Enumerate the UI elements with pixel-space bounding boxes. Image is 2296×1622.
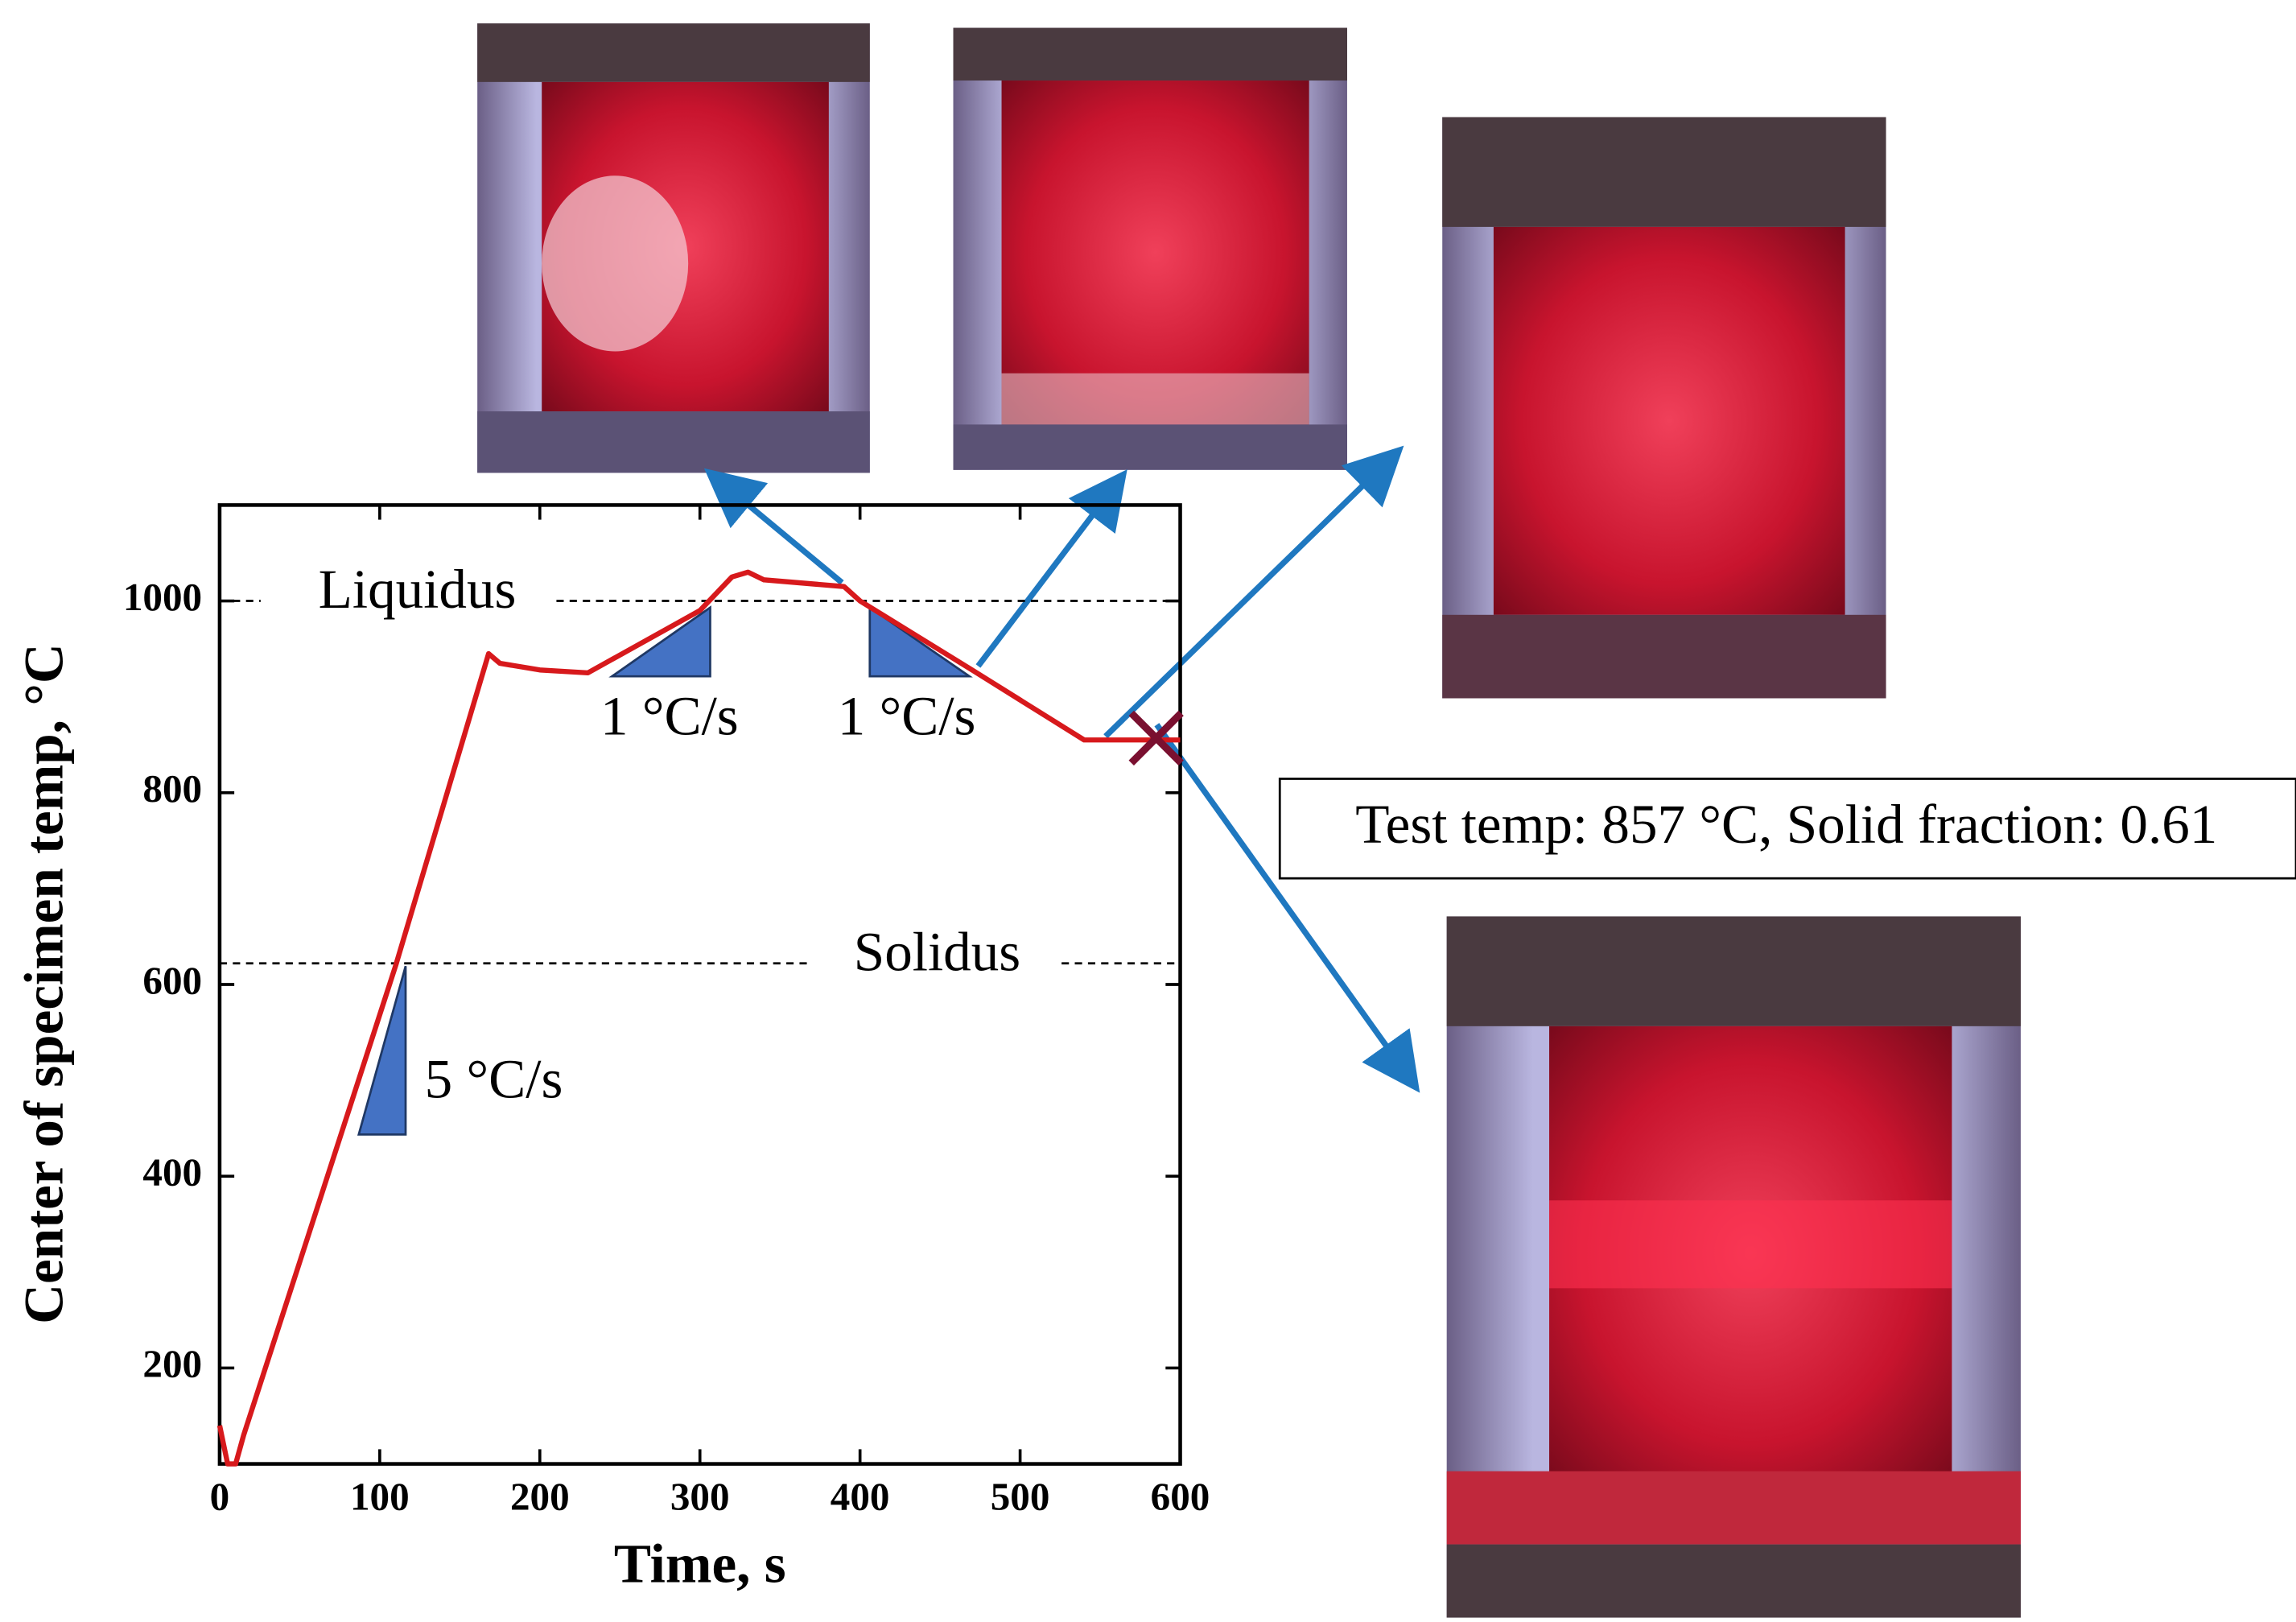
arrows bbox=[713, 454, 1413, 1083]
photo bbox=[477, 23, 870, 473]
reference-label: Solidus bbox=[854, 920, 1020, 982]
photo bbox=[954, 28, 1347, 470]
page: {"chart_data": {"type": "line", "xlabel"… bbox=[0, 0, 2296, 1622]
slope-label: 1 °C/s bbox=[600, 684, 739, 746]
y-tick-label: 400 bbox=[142, 1150, 202, 1195]
y-tick-label: 200 bbox=[142, 1342, 202, 1386]
x-tick-label: 0 bbox=[210, 1474, 230, 1518]
y-axis-title: Center of specimen temp, °C bbox=[13, 643, 75, 1324]
x-tick-label: 100 bbox=[350, 1474, 410, 1518]
figure: 1 °C/s 1 °C/s 5 °C/s Test temp: 857 °C, … bbox=[0, 0, 2296, 1622]
x-axis-title: Time, s bbox=[614, 1532, 786, 1594]
photo bbox=[1447, 916, 2021, 1617]
arrow bbox=[1106, 454, 1395, 737]
arrow bbox=[713, 476, 842, 583]
photo bbox=[1442, 117, 1886, 698]
slope-label: 1 °C/s bbox=[838, 684, 976, 746]
slope-triangle bbox=[612, 608, 711, 676]
reference-label: Liquidus bbox=[319, 558, 517, 620]
x-tick-label: 500 bbox=[991, 1474, 1050, 1518]
x-tick-label: 300 bbox=[670, 1474, 730, 1518]
annotation: Test temp: 857 °C, Solid fraction: 0.61 bbox=[1355, 793, 2217, 855]
y-tick-label: 1000 bbox=[123, 575, 202, 619]
y-tick-label: 800 bbox=[142, 766, 202, 811]
y-tick-label: 600 bbox=[142, 958, 202, 1002]
x-tick-label: 600 bbox=[1151, 1474, 1210, 1518]
x-tick-label: 400 bbox=[831, 1474, 890, 1518]
x-tick-label: 200 bbox=[510, 1474, 570, 1518]
slope-label: 5 °C/s bbox=[425, 1047, 563, 1109]
